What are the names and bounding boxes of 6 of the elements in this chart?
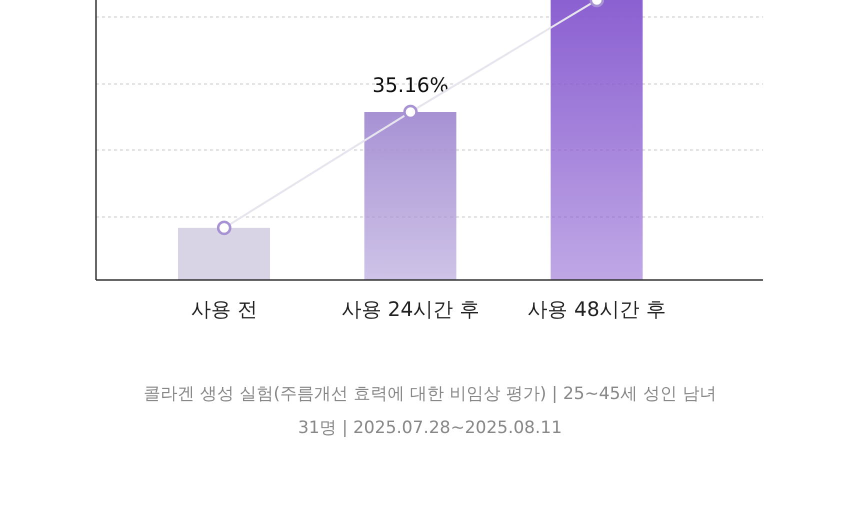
x-tick-label: 사용 24시간 후 — [341, 297, 480, 322]
x-tick-label: 사용 전 — [190, 297, 258, 322]
text: 콜라겐 생성 실험(주름개선 효력에 대한 비임상 평가) | 25~45세 성인 남녀 — [142, 383, 718, 405]
x-tick-label: 사용 48시간 후 — [528, 297, 666, 322]
text: 31명 | 2025.07.28~2025.08.11 — [296, 417, 564, 439]
annotation: 35.16% — [372, 73, 449, 97]
